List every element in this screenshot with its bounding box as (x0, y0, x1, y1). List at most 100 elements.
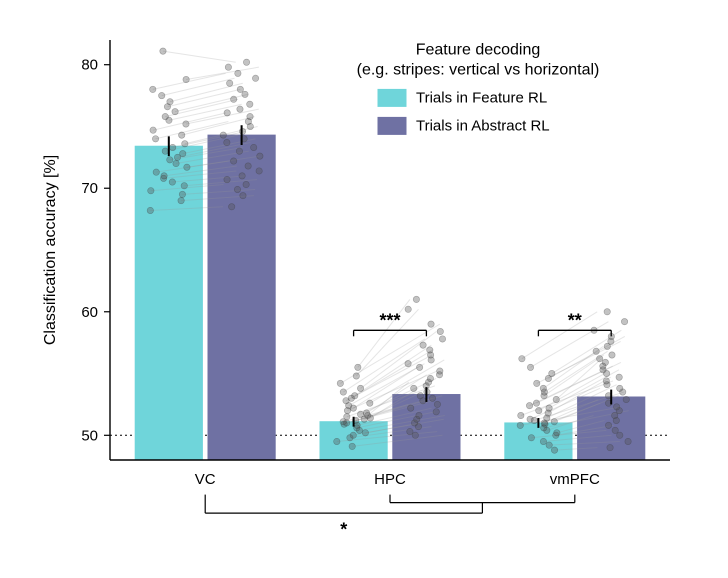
data-point (612, 427, 618, 433)
data-point (607, 444, 613, 450)
data-point (161, 173, 167, 179)
data-point (519, 356, 525, 362)
data-point (357, 411, 363, 417)
data-point (181, 183, 187, 189)
data-point (228, 204, 234, 210)
data-point (167, 157, 173, 163)
data-point (593, 348, 599, 354)
data-point (169, 144, 175, 150)
data-point (357, 385, 363, 391)
data-point (407, 428, 413, 434)
data-point (625, 438, 631, 444)
legend-label: Trials in Feature RL (416, 89, 547, 106)
data-point (596, 356, 602, 362)
ytick-label: 80 (81, 57, 98, 74)
data-point (367, 400, 373, 406)
data-point (150, 127, 156, 133)
bar-vmPFC-feature (505, 423, 572, 460)
data-point (605, 422, 611, 428)
data-point (147, 207, 153, 213)
data-point (182, 141, 188, 147)
data-point (417, 393, 423, 399)
data-point (180, 150, 186, 156)
data-point (184, 164, 190, 170)
data-point (160, 48, 166, 54)
data-point (533, 400, 539, 406)
data-point (437, 328, 443, 334)
data-point (173, 160, 179, 166)
sig-text: ** (568, 310, 582, 330)
data-point (413, 296, 419, 302)
data-point (230, 96, 236, 102)
xlabel-HPC: HPC (374, 471, 406, 488)
sig-text: * (340, 519, 347, 539)
data-point (235, 70, 241, 76)
data-point (350, 432, 356, 438)
data-point (527, 416, 533, 422)
data-point (237, 106, 243, 112)
data-point (172, 108, 178, 114)
data-point (604, 309, 610, 315)
data-point (224, 110, 230, 116)
data-point (405, 360, 411, 366)
data-point (179, 191, 185, 197)
data-point (429, 395, 435, 401)
data-point (416, 364, 422, 370)
data-point (239, 173, 245, 179)
data-point (427, 347, 433, 353)
data-point (612, 412, 618, 418)
data-point (150, 86, 156, 92)
data-point (237, 86, 243, 92)
data-point (527, 364, 533, 370)
data-point (242, 91, 248, 97)
data-point (412, 432, 418, 438)
legend-swatch (378, 117, 406, 134)
ytick-label: 70 (81, 180, 98, 197)
data-point (411, 385, 417, 391)
data-point (546, 442, 552, 448)
data-point (617, 432, 623, 438)
data-point (518, 412, 524, 418)
data-point (536, 407, 542, 413)
y-axis-label: Classification accuracy [%] (42, 155, 59, 345)
data-point (245, 163, 251, 169)
data-point (352, 393, 358, 399)
data-point (257, 153, 263, 159)
data-point (224, 139, 230, 145)
data-point (159, 92, 165, 98)
data-point (437, 368, 443, 374)
data-point (439, 336, 445, 342)
data-point (243, 59, 249, 65)
data-point (240, 192, 246, 198)
data-point (353, 373, 359, 379)
legend-title-2: (e.g. stripes: vertical vs horizontal) (357, 61, 600, 78)
data-point (405, 306, 411, 312)
xlabel-vmPFC: vmPFC (550, 471, 600, 488)
data-point (420, 342, 426, 348)
data-point (428, 321, 434, 327)
sig-text: *** (379, 310, 400, 330)
data-point (623, 396, 629, 402)
data-point (551, 419, 557, 425)
data-point (183, 121, 189, 127)
data-point (540, 385, 546, 391)
data-point (236, 148, 242, 154)
data-point (540, 438, 546, 444)
data-point (617, 385, 623, 391)
data-point (433, 409, 439, 415)
data-point (528, 435, 534, 441)
legend-swatch (378, 89, 406, 106)
data-point (178, 197, 184, 203)
data-point (252, 75, 258, 81)
data-point (363, 410, 369, 416)
bar-VC-abstract (208, 135, 275, 460)
legend-title-1: Feature decoding (416, 41, 541, 58)
data-point (355, 364, 361, 370)
chart-bg (0, 0, 728, 578)
ytick-label: 50 (81, 427, 98, 444)
data-point (349, 443, 355, 449)
data-point (152, 136, 158, 142)
data-point (602, 359, 608, 365)
data-point (243, 181, 249, 187)
feature-decoding-chart: VCHPCvmPFC******50607080Classification a… (0, 0, 728, 578)
